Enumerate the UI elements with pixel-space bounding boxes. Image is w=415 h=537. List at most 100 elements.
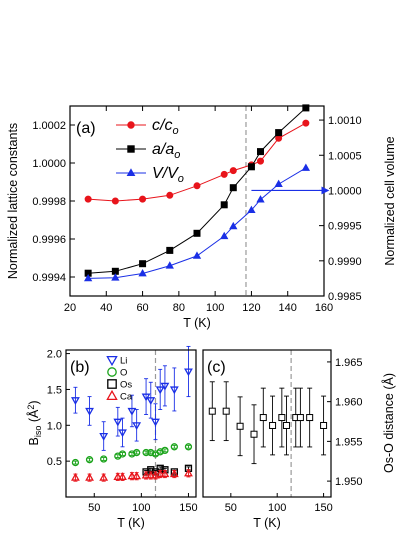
panel-b-series-0-point bbox=[155, 386, 165, 395]
panel-b-legend-marker-3 bbox=[106, 389, 118, 401]
panel-a-series-2-point bbox=[83, 273, 93, 282]
panel-a-y2-tick-label: 0.9985 bbox=[328, 291, 362, 303]
panel-b-legend-label-2: Os bbox=[120, 380, 132, 391]
panel-b-series-0-point bbox=[184, 368, 193, 377]
panel-c-series-0-point bbox=[208, 407, 216, 415]
panel-b-series-3-point bbox=[118, 472, 127, 480]
panel-c-series-0-point bbox=[269, 421, 277, 429]
panel-b-series-3-point bbox=[146, 470, 156, 479]
panel-a-series-2-point bbox=[111, 273, 120, 281]
panel-a-y2-tick-label: 1.0005 bbox=[328, 150, 362, 162]
panel-b-legend-label-3: Ca bbox=[120, 392, 133, 403]
panel-a-y2-tick-label: 0.9990 bbox=[328, 256, 362, 268]
panel-b-y-label: Biso (Å2) bbox=[26, 400, 43, 445]
panel-b-series-0-point bbox=[151, 418, 160, 427]
panel-b-series-0-point bbox=[146, 397, 156, 405]
panel-a-series-2-point bbox=[301, 163, 311, 171]
panel-b-series-0-point bbox=[169, 386, 179, 395]
panel-b-y-tick-label: 2.0 bbox=[47, 349, 62, 361]
panel-b-series-1-point bbox=[170, 443, 178, 451]
panel-c-series-0-point bbox=[236, 422, 244, 430]
panel-b-series-1-point bbox=[184, 443, 193, 451]
panel-c-y2-tick-label: 1.960 bbox=[335, 397, 363, 409]
panel-b-series-3-point bbox=[85, 472, 94, 481]
panel-a-series-0-point bbox=[257, 157, 264, 165]
panel-c-series-0-point bbox=[320, 421, 328, 429]
panel-b-legend-marker-2 bbox=[107, 379, 117, 389]
panel-a-y-tick-label: 1.0002 bbox=[32, 120, 66, 132]
panel-a-y2-tick-label: 1.0010 bbox=[328, 115, 362, 127]
panel-a-x-tick-label: 120 bbox=[242, 302, 260, 314]
panel-b-x-tick-label: 150 bbox=[179, 502, 197, 514]
panel-b-series-0-point bbox=[113, 418, 123, 427]
panel-b-series-3-point bbox=[141, 470, 151, 479]
panel-a-series-2-point bbox=[138, 269, 147, 277]
panel-a-series-2-point bbox=[192, 251, 202, 259]
panel-a-series-1-point bbox=[139, 260, 147, 268]
panel-a-x-tick-label: 40 bbox=[100, 302, 112, 314]
panel-b-series-0-point bbox=[99, 432, 109, 441]
panel-b-series-0-point bbox=[118, 429, 127, 438]
panel-a-series-0-point bbox=[302, 119, 310, 127]
panel-a-series-2-point bbox=[247, 205, 256, 214]
panel-b-series-0-point bbox=[85, 407, 94, 416]
panel-b-x-label: T (K) bbox=[117, 516, 145, 530]
panel-c-series-0-point bbox=[282, 421, 290, 429]
panel-a-series-0-point bbox=[166, 191, 174, 199]
panel-b-series-3-point bbox=[113, 472, 123, 480]
panel-b-series-3-point bbox=[184, 468, 193, 477]
panel-b-series-1-point bbox=[142, 448, 150, 457]
panel-b-series-3-point bbox=[99, 472, 109, 481]
panel-a-x-label: T (K) bbox=[183, 316, 211, 330]
panel-a-series-2-point bbox=[220, 231, 229, 240]
panel-a-legend-marker-1 bbox=[127, 145, 135, 153]
panel-a-series-1-point bbox=[257, 148, 264, 156]
panel-c-series-0-point bbox=[296, 414, 304, 422]
panel-c-label: (c) bbox=[207, 359, 226, 376]
panel-b-y-tick-label: 1.5 bbox=[47, 384, 62, 396]
panel-b-series-3-point bbox=[155, 469, 165, 478]
panel-a-series-2-point bbox=[165, 261, 174, 269]
panel-a-x-tick-label: 160 bbox=[315, 302, 333, 314]
panel-b-series-1-point bbox=[118, 450, 127, 458]
panel-b-y-tick-label: 1.0 bbox=[47, 420, 62, 432]
panel-b-x-tick-label: 50 bbox=[88, 502, 100, 514]
panel-c-y2-tick-label: 1.950 bbox=[335, 476, 363, 488]
panel-a-y-tick-label: 1.0000 bbox=[32, 158, 66, 170]
panel-a-legend: c/co a/ao V/Vo bbox=[116, 117, 184, 185]
panel-c-series-0-point bbox=[250, 430, 258, 438]
panel-a-y-tick-label: 0.9996 bbox=[32, 234, 66, 246]
panel-b-legend-marker-0 bbox=[106, 355, 118, 367]
panel-a-series-0-point bbox=[139, 195, 147, 203]
panel-a-legend-label-1: a/ao bbox=[152, 141, 180, 161]
panel-a-y2-tick-label: 1.0000 bbox=[328, 185, 362, 197]
panel-a-series-1-point bbox=[166, 246, 174, 254]
panel-b-series-1-point bbox=[161, 446, 169, 455]
panel-b-series-1-point bbox=[100, 455, 108, 463]
panel-a-series-1-point bbox=[275, 129, 283, 137]
panel-b-series-1-point bbox=[71, 458, 80, 467]
panel-b-series-0-point bbox=[127, 407, 137, 416]
panel-b-series-0-point bbox=[132, 422, 142, 431]
panel-a-x-tick-label: 60 bbox=[136, 302, 148, 314]
panel-a-series-0-point bbox=[229, 167, 237, 175]
panel-c-x-tick-label: 150 bbox=[314, 502, 332, 514]
panel-a-y-tick-label: 0.9998 bbox=[32, 196, 66, 208]
panel-a-y-label: Normalized lattice constants bbox=[6, 123, 20, 279]
panel-a-series-0-point bbox=[220, 170, 228, 178]
panel-a-legend-label-2: V/Vo bbox=[152, 165, 184, 185]
panel-c-chart: 50 100 150 1.950 1.955 1.960 1.965 (c) T (K) O… bbox=[202, 349, 396, 530]
panel-b-legend-label-1: O bbox=[120, 368, 127, 379]
panel-b-legend-marker-1 bbox=[107, 367, 117, 377]
panel-b-x-tick-label: 100 bbox=[132, 502, 150, 514]
panel-a-series-1-point bbox=[193, 229, 201, 237]
panel-b-series-3-point bbox=[160, 469, 170, 478]
panel-a-x-tick-label: 20 bbox=[64, 302, 76, 314]
panel-a-x-tick-label: 100 bbox=[206, 302, 224, 314]
panel-b-legend-label-0: Li bbox=[120, 356, 127, 367]
panel-a-series-0-point bbox=[275, 134, 283, 142]
panel-b-series-3-point bbox=[127, 471, 137, 480]
panel-c-series-0-point bbox=[306, 414, 314, 422]
panel-c-series-0-point bbox=[259, 414, 267, 422]
